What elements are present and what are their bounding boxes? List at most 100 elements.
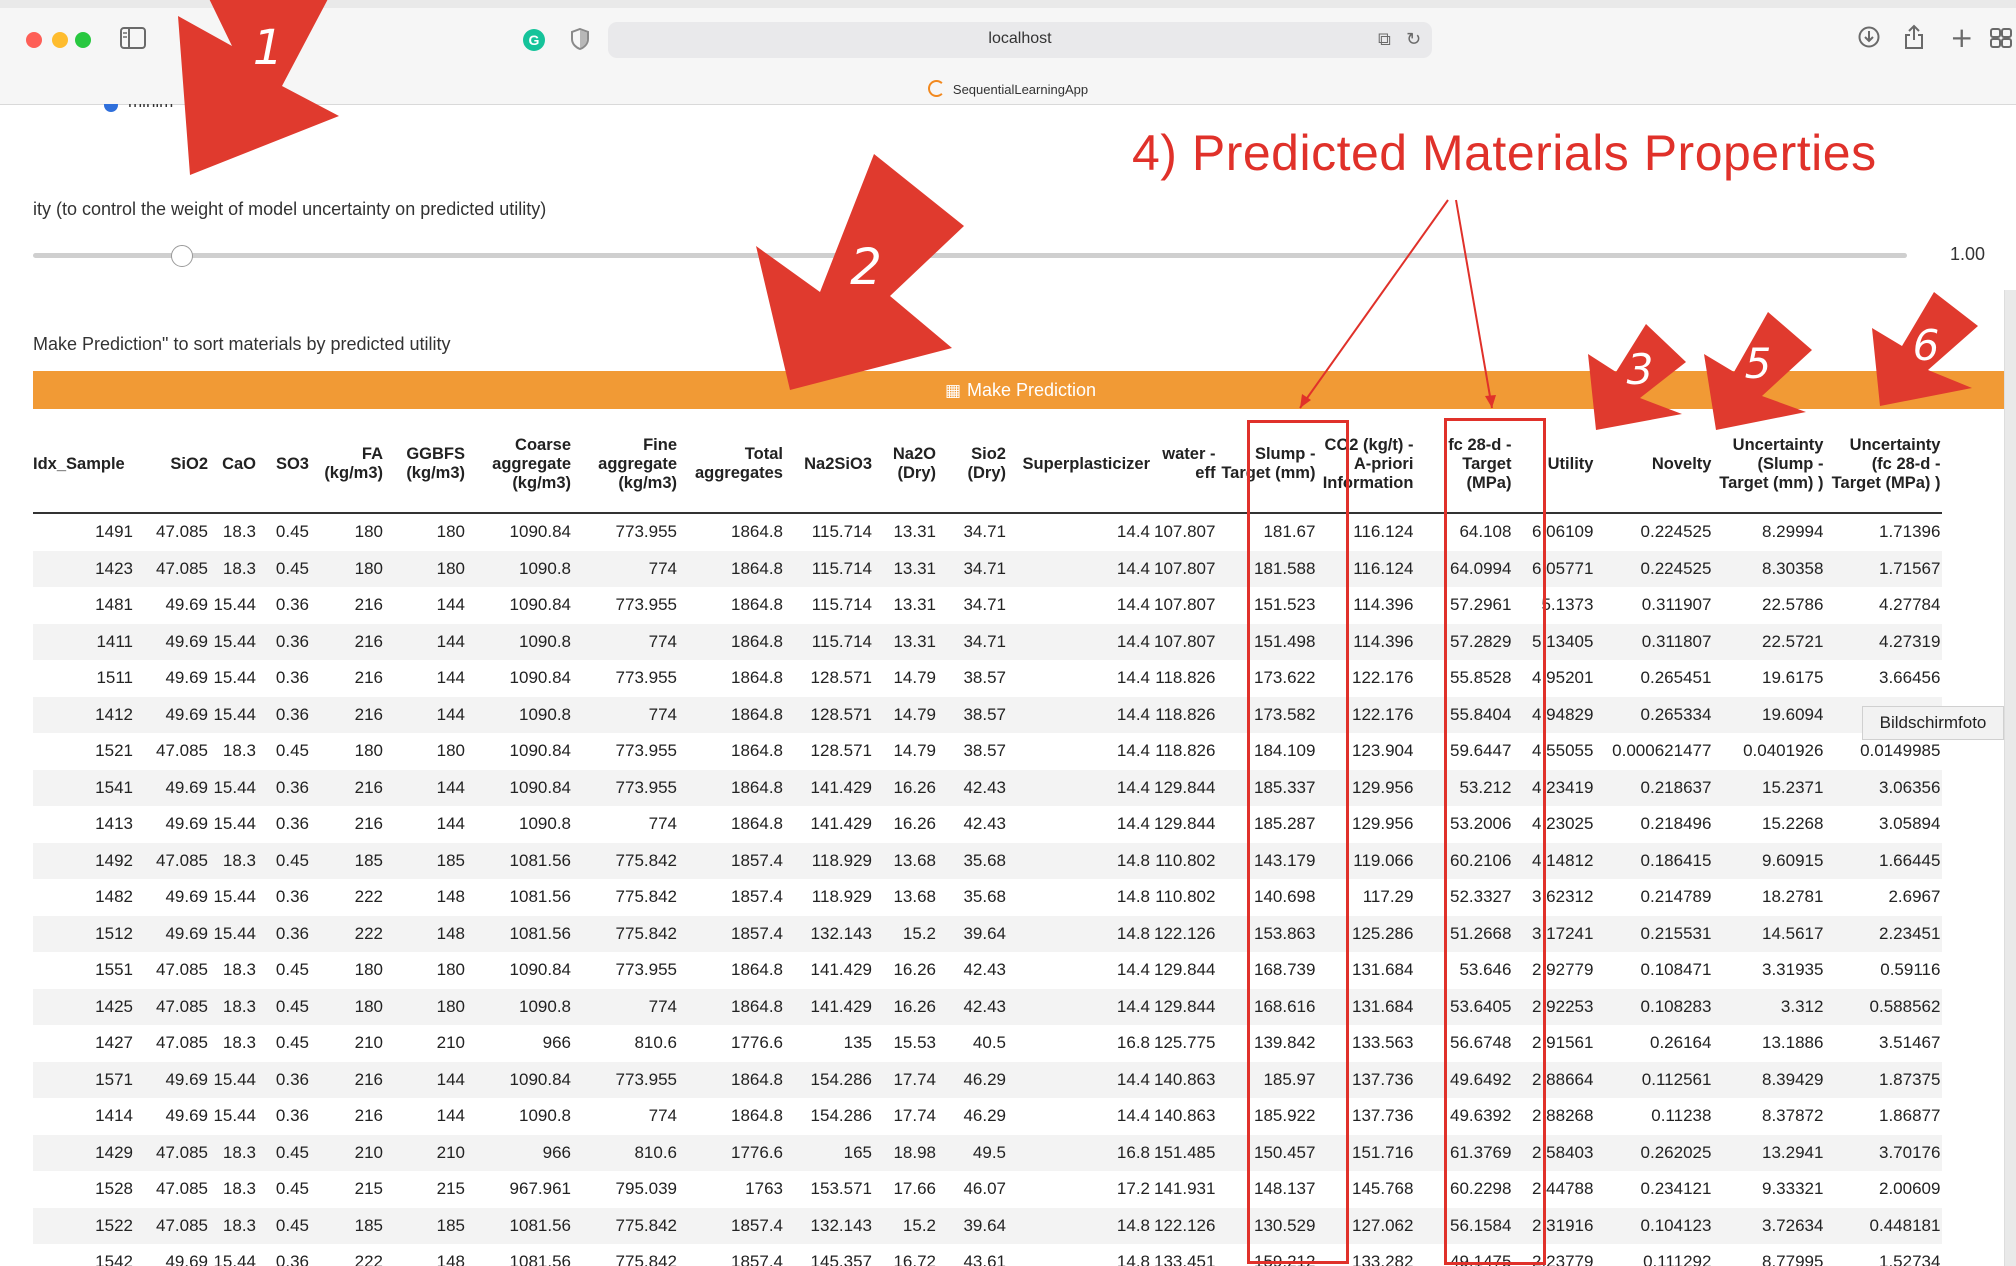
column-header[interactable]: Idx_Sample [33, 416, 135, 514]
table-row[interactable]: 1412 49.69 15.44 0.36 216 144 1090.8 774 1864.8 1… [33, 696, 1943, 733]
table-cell: 150.457 [1217, 1134, 1318, 1171]
download-icon[interactable] [1858, 26, 1880, 52]
column-header[interactable]: fc 28-d - Target (MPa) [1415, 416, 1514, 514]
table-cell: 222 [354, 1252, 383, 1266]
column-header[interactable]: Superplasticizer [1008, 416, 1152, 514]
column-header[interactable]: SO3 [258, 416, 311, 514]
table-cell: 60.2106 [1415, 842, 1514, 879]
column-header[interactable]: Na2SiO3 [785, 416, 874, 514]
table-row[interactable]: 1423 47.085 18.3 0.45 180 180 1090.8 774 1864.8 1… [33, 550, 1943, 587]
new-tab-icon[interactable]: + [1950, 21, 1974, 54]
table-row[interactable]: 1511 49.69 15.44 0.36 216 144 1090.84 773.955 18… [33, 660, 1942, 697]
table-row[interactable]: 1481 49.69 15.44 0.36 216 144 1090.84 773.955 18… [33, 587, 1942, 624]
table-row[interactable]: 1429 47.085 18.3 0.45 210 210 966 810.6 1776.6 16… [33, 1134, 1943, 1171]
column-header[interactable]: Novelty [1595, 416, 1714, 514]
table-row[interactable]: 1528 47.085 18.3 0.45 215 215 967.961 795.039 17… [33, 1171, 1942, 1208]
table-cell: 1081.56 [509, 887, 571, 907]
reload-icon[interactable]: ↻ [1406, 29, 1422, 50]
column-header[interactable]: GGBFS (kg/m3) [385, 416, 467, 514]
column-header[interactable]: Fine aggregate (kg/m3) [573, 416, 679, 514]
table-cell: 14.4 [1116, 668, 1150, 688]
table-cell: 38.57 [963, 741, 1006, 761]
table-cell: 1776.6 [679, 1134, 785, 1171]
tabs-overview-icon[interactable] [1990, 28, 2012, 52]
column-header[interactable]: Na2O (Dry) [874, 416, 938, 514]
table-cell: 0.224525 [1640, 522, 1712, 542]
table-cell: 14.8 [1008, 842, 1152, 879]
table-cell: 141.429 [785, 769, 874, 806]
make-prediction-button[interactable]: ▦ Make Prediction [33, 371, 2008, 409]
column-header[interactable]: CaO [210, 416, 258, 514]
table-cell: 1090.8 [519, 1106, 571, 1126]
column-header[interactable]: water - eff [1152, 416, 1218, 514]
close-window-button[interactable] [26, 32, 42, 48]
table-cell: 774 [573, 988, 679, 1025]
translate-icon[interactable]: ⧉ [1378, 29, 1391, 50]
table-cell: 128.571 [785, 696, 874, 733]
svg-text:G: G [529, 32, 540, 48]
table-cell: 2.92253 [1513, 988, 1596, 1025]
table-cell: 1081.56 [467, 842, 573, 879]
table-cell: 775.842 [573, 915, 679, 952]
table-cell: 22.5786 [1762, 595, 1824, 615]
table-row[interactable]: 1413 49.69 15.44 0.36 216 144 1090.8 774 1864.8 1… [33, 806, 1942, 843]
table-cell: 1.71396 [1879, 522, 1941, 542]
column-header[interactable]: Uncertainty (Slump - Target (mm) ) [1713, 416, 1826, 514]
table-cell: 0.265334 [1595, 696, 1714, 733]
table-row[interactable]: 1521 47.085 18.3 0.45 180 180 1090.84 773.955 18… [33, 733, 1942, 770]
table-cell: 185.287 [1254, 814, 1316, 834]
table-row[interactable]: 1491 47.085 18.3 0.45 180 180 1090.84 773.955 18… [33, 513, 1942, 551]
share-icon[interactable] [1904, 24, 1924, 54]
column-header[interactable]: Coarse aggregate (kg/m3) [467, 416, 573, 514]
table-cell: 0.45 [258, 1207, 311, 1244]
table-cell: 49.69 [165, 1252, 208, 1266]
table-row[interactable]: 1414 49.69 15.44 0.36 216 144 1090.8 774 1864.8 1… [33, 1098, 1942, 1135]
minimize-window-button[interactable] [52, 32, 68, 48]
column-header[interactable]: Utility [1513, 416, 1596, 514]
column-header[interactable]: CO2 (kg/t) - A-priori Information [1317, 416, 1416, 514]
column-header[interactable]: Slump - Target (mm) [1217, 416, 1318, 514]
table-row[interactable]: 1551 47.085 18.3 0.45 180 180 1090.84 773.955 18… [33, 952, 1942, 989]
table-cell: 1776.6 [731, 1033, 783, 1053]
table-cell: 1571 [33, 1061, 135, 1098]
table-cell: 1864.8 [731, 960, 783, 980]
table-cell: 122.126 [1152, 915, 1218, 952]
table-row[interactable]: 1425 47.085 18.3 0.45 180 180 1090.8 774 1864.8 1… [33, 988, 1943, 1025]
back-icon[interactable]: ‹ [198, 24, 208, 52]
sidebar-icon[interactable] [120, 27, 146, 53]
table-cell: 148 [385, 915, 467, 952]
table-row[interactable]: 1512 49.69 15.44 0.36 222 148 1081.56 775.842 18… [33, 915, 1943, 952]
table-cell: 1090.84 [467, 1061, 573, 1098]
slider-track[interactable] [33, 253, 1907, 258]
grammarly-icon[interactable]: G [522, 28, 546, 56]
table-cell: 140.863 [1152, 1061, 1218, 1098]
slider-thumb[interactable] [171, 245, 193, 267]
table-cell: 2.00609 [1879, 1179, 1941, 1199]
zoom-window-button[interactable] [75, 32, 91, 48]
table-cell: 216 [311, 696, 385, 733]
tab-title[interactable]: SequentialLearningApp [0, 80, 2016, 97]
table-row[interactable]: 1522 47.085 18.3 0.45 185 185 1081.56 775.842 18… [33, 1207, 1943, 1244]
table-row[interactable]: 1541 49.69 15.44 0.36 216 144 1090.84 773.955 18… [33, 769, 1943, 806]
column-header[interactable]: Uncertainty (fc 28-d - Target (MPa) ) [1825, 416, 1943, 514]
table-cell: 1857.4 [731, 887, 783, 907]
column-header[interactable]: SiO2 [135, 416, 210, 514]
table-cell: 43.61 [963, 1252, 1006, 1266]
column-header[interactable]: FA (kg/m3) [311, 416, 385, 514]
table-row[interactable]: 1492 47.085 18.3 0.45 185 185 1081.56 775.842 18… [33, 842, 1943, 879]
table-cell: 1864.8 [731, 522, 783, 542]
address-bar[interactable]: localhost ⧉ ↻ [608, 22, 1432, 58]
table-cell: 1.86877 [1879, 1106, 1941, 1126]
table-row[interactable]: 1411 49.69 15.44 0.36 216 144 1090.8 774 1864.8 1… [33, 623, 1943, 660]
table-cell: 128.571 [810, 741, 872, 761]
table-row[interactable]: 1542 49.69 15.44 0.36 222 148 1081.56 775.842 18… [33, 1244, 1942, 1266]
table-row[interactable]: 1571 49.69 15.44 0.36 216 144 1090.84 773.955 18… [33, 1061, 1943, 1098]
table-cell: 3.06356 [1825, 769, 1943, 806]
radio-button[interactable] [104, 104, 118, 112]
column-header[interactable]: Total aggregates [679, 416, 785, 514]
shield-icon[interactable] [570, 27, 590, 54]
column-header[interactable]: Sio2 (Dry) [938, 416, 1008, 514]
table-row[interactable]: 1482 49.69 15.44 0.36 222 148 1081.56 775.842 18… [33, 879, 1942, 916]
table-cell: 15.2 [874, 1207, 938, 1244]
table-row[interactable]: 1427 47.085 18.3 0.45 210 210 966 810.6 1776.6 13… [33, 1025, 1942, 1062]
